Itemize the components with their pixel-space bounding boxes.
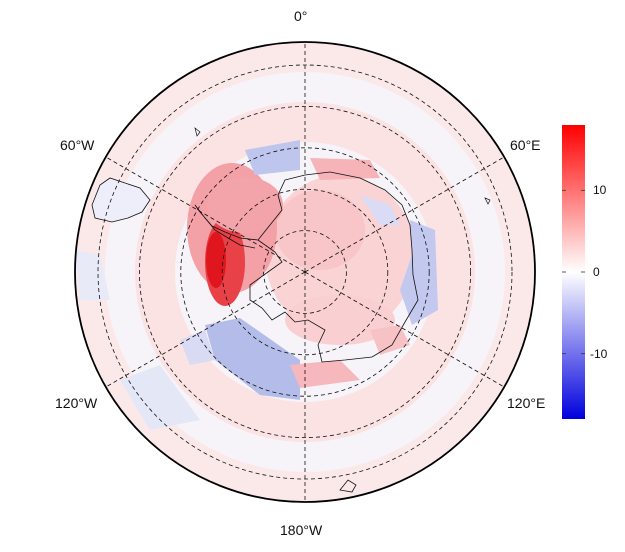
east-coast-negative (360, 195, 400, 225)
label-lon-120e: 120°E (507, 395, 546, 411)
ross-positive-arc (290, 360, 360, 388)
graticule (97, 42, 513, 502)
antarctica-coastline (249, 171, 419, 363)
meridian-line (105, 271, 306, 388)
map-boundary (74, 41, 536, 503)
plateau-patch (275, 190, 365, 270)
south-america-coastline (91, 177, 151, 223)
anomaly-field (75, 42, 535, 502)
label-lon-60w: 60°W (60, 137, 95, 153)
island-south-georgia (194, 127, 201, 137)
ross-amundsen-negative (205, 318, 300, 400)
latitude-circle (138, 105, 472, 439)
label-lon-120w: 120°W (55, 395, 98, 411)
indian-sector-negative (400, 220, 438, 325)
weddell-positive (207, 177, 283, 233)
meridian-line (105, 156, 306, 273)
peninsula-max (206, 232, 226, 288)
southeast-positive (370, 325, 410, 355)
east-positive-arc (310, 158, 380, 180)
ross-shelf-patch (285, 295, 395, 345)
island-new-zealand-fragment (339, 479, 357, 493)
label-lon-60e: 60°E (510, 137, 541, 153)
colorbar-tick-label: -10 (590, 347, 608, 361)
label-lon-180w: 180°W (280, 522, 323, 538)
latitude-circle (263, 230, 347, 314)
outer-negative-southwest (120, 365, 200, 430)
label-lon-0: 0° (294, 8, 308, 24)
outer-negative-west (75, 250, 110, 300)
colorbar-ticks (562, 189, 585, 355)
meridian-line (304, 156, 505, 273)
colorbar-tick-label: 0 (593, 265, 600, 279)
island-kerguelen (484, 197, 491, 205)
colorbar-tick-label: 10 (593, 183, 607, 197)
meridian-line (304, 271, 505, 388)
latitude-circle (221, 188, 389, 356)
colorbar (562, 125, 585, 419)
antarctic-peninsula-coastline (194, 204, 259, 249)
south-atlantic-negative (245, 140, 300, 175)
latitude-circle (180, 147, 430, 397)
